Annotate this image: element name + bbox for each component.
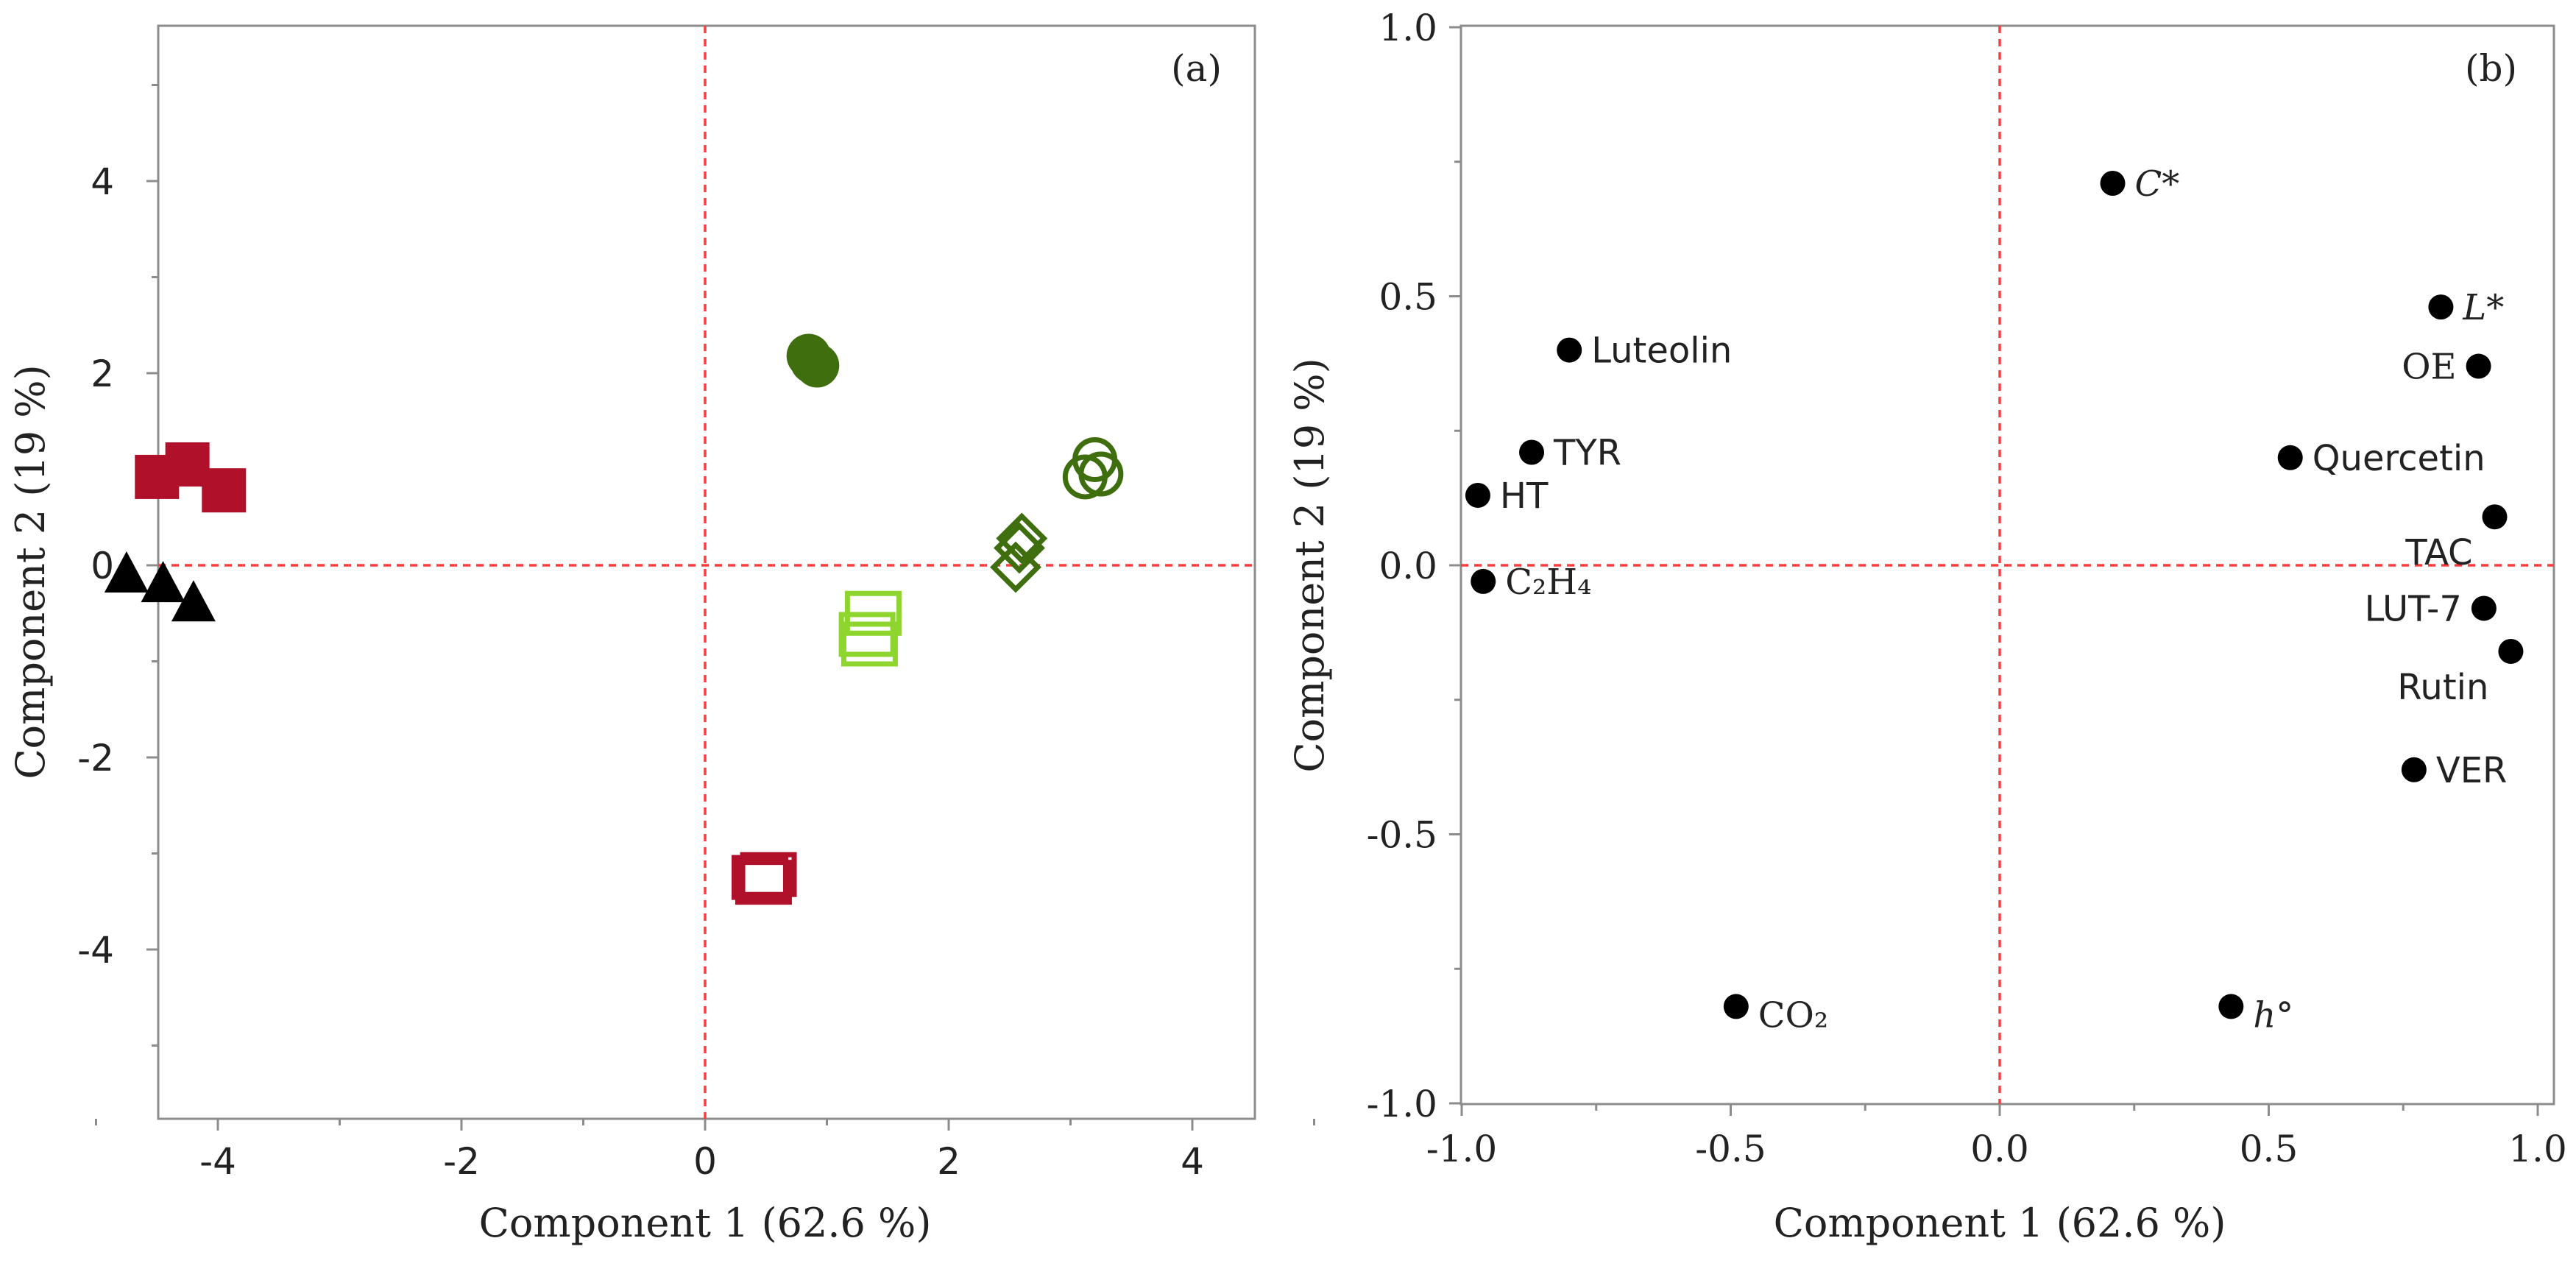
y-tick-label: 1.0 — [1379, 7, 1437, 49]
variable-label: Luteolin — [1591, 330, 1732, 372]
variable-point-group: CO₂ — [1723, 994, 1828, 1036]
y-tick-label: -1.0 — [1367, 1083, 1437, 1125]
variable-point-group: TYR — [1519, 432, 1621, 473]
variable-point-group: HT — [1465, 475, 1549, 517]
variable-point-group: LUT-7 — [2365, 588, 2497, 629]
x-tick-label: -2 — [443, 1140, 480, 1183]
variable-point — [1519, 439, 1545, 465]
open-square-point — [740, 852, 797, 897]
y-axis-title: Component 2 (19 %) — [7, 364, 54, 779]
data-marks — [104, 333, 1124, 905]
filled-triangle-point — [104, 551, 149, 593]
red-filled-squares-series — [135, 442, 247, 513]
loading-plot-panel: -1.0 -0.5 0.0 0.5 1.0 -1.0 -0.5 0.0 0.5 1.0 C* L*O… — [1287, 7, 2567, 1246]
y-tick-label: -2 — [77, 737, 114, 779]
filled-square-point — [202, 468, 247, 513]
variable-point — [1465, 482, 1490, 508]
open-diamond-point — [996, 512, 1048, 565]
open-square-point — [841, 621, 898, 667]
y-tick-label: 2 — [91, 353, 114, 395]
open-circle-point — [1062, 454, 1108, 500]
x-tick-label: -4 — [199, 1140, 236, 1183]
variable-point-group: L* — [2428, 287, 2504, 328]
x-tick-label: -0.5 — [1695, 1128, 1766, 1170]
red-open-squares-series — [731, 852, 797, 905]
variable-point-group: OE — [2402, 347, 2491, 388]
y-tick-label: 0.0 — [1379, 545, 1437, 587]
variable-point — [2100, 170, 2126, 196]
variable-label: VER — [2436, 750, 2508, 791]
y-tick-label: 4 — [91, 160, 114, 203]
y-tick-label: 0 — [91, 545, 114, 587]
variable-point — [1557, 337, 1582, 363]
open-square-point — [731, 855, 788, 900]
green-open-circles-series — [1062, 436, 1124, 500]
filled-triangle-point — [171, 580, 216, 622]
panel-label: (b) — [2465, 47, 2517, 90]
green-filled-circles-series — [786, 333, 840, 388]
variable-point-group: Luteolin — [1557, 330, 1732, 372]
open-circle-point — [1078, 451, 1124, 497]
variable-point — [2428, 294, 2454, 320]
variable-label: TYR — [1553, 432, 1621, 473]
plot-frame — [157, 24, 1256, 1120]
variable-point — [2471, 595, 2497, 621]
variable-point-group: TAC — [2405, 504, 2508, 573]
variable-label: C₂H₄ — [1505, 562, 1591, 603]
y-tick-label: -4 — [77, 929, 114, 972]
lightgreen-open-squares-series — [838, 590, 902, 667]
variable-label: Rutin — [2397, 667, 2488, 708]
variable-label: CO₂ — [1758, 994, 1828, 1036]
y-tick-label: -0.5 — [1367, 814, 1437, 857]
open-diamond-point — [994, 522, 1045, 574]
variable-point — [1471, 568, 1496, 594]
variable-label: Quercetin — [2313, 438, 2485, 479]
variable-point — [2466, 353, 2491, 379]
black-filled-triangles-series — [104, 551, 216, 622]
filled-circle-point — [795, 343, 840, 388]
variable-point-group: Quercetin — [2277, 438, 2485, 479]
variable-point-group: Rutin — [2397, 638, 2524, 708]
variable-label: TAC — [2405, 532, 2472, 573]
variable-point — [2498, 638, 2524, 664]
variable-point — [2218, 994, 2244, 1019]
x-tick-label: 0 — [693, 1140, 717, 1183]
open-diamond-point — [990, 541, 1041, 593]
variable-label: h° — [2253, 994, 2293, 1036]
x-tick-label: 4 — [1181, 1140, 1204, 1183]
y-tick-label: 0.5 — [1379, 276, 1437, 319]
x-tick-label: 0.5 — [2240, 1128, 2299, 1170]
variable-point — [2277, 445, 2303, 470]
x-axis-title: Component 1 (62.6 %) — [1774, 1200, 2226, 1246]
variable-point — [1723, 994, 1749, 1019]
axis-ticks: -4 -2 0 2 4 -4 -2 0 2 4 — [77, 84, 1315, 1183]
x-axis-title: Component 1 (62.6 %) — [479, 1200, 932, 1246]
variable-point-group: C* — [2100, 163, 2180, 205]
x-tick-label: -1.0 — [1426, 1128, 1497, 1170]
variable-label: L* — [2462, 287, 2504, 328]
variable-point — [2401, 757, 2427, 782]
variable-point-group: h° — [2218, 994, 2293, 1036]
data-marks: C* L*OE Luteolin TYR Quercetin HT TAC C₂H₄ LUT-7… — [1465, 163, 2524, 1036]
y-axis-title: Component 2 (19 %) — [1287, 358, 1333, 772]
variable-point-group: VER — [2401, 750, 2508, 791]
x-tick-label: 1.0 — [2508, 1128, 2567, 1170]
filled-triangle-point — [141, 561, 185, 603]
variable-label: LUT-7 — [2365, 588, 2462, 629]
axis-ticks: -1.0 -0.5 0.0 0.5 1.0 -1.0 -0.5 0.0 0.5 1.0 — [1367, 7, 2567, 1170]
panel-label: (a) — [1171, 47, 1222, 90]
variable-label: C* — [2135, 163, 2180, 205]
x-tick-label: 0.0 — [1970, 1128, 2029, 1170]
variable-point — [2482, 504, 2508, 530]
variable-label: HT — [1500, 475, 1549, 517]
open-square-point — [735, 860, 792, 905]
green-open-diamonds-series — [990, 512, 1048, 593]
variable-label: OE — [2402, 347, 2456, 388]
variable-point-group: C₂H₄ — [1471, 562, 1591, 603]
x-tick-label: 2 — [937, 1140, 960, 1183]
